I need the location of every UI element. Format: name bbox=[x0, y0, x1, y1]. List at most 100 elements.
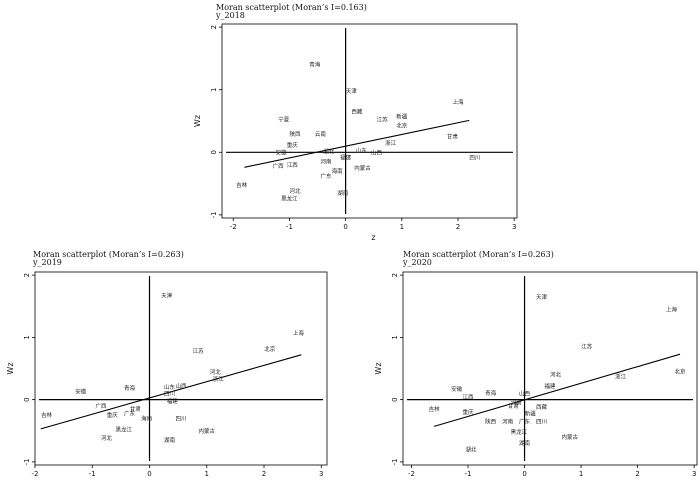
x-tick-label: 2 bbox=[456, 223, 460, 231]
point-label: 新疆 bbox=[525, 409, 537, 417]
point-label: 青海 bbox=[124, 384, 136, 392]
x-axis-label: z bbox=[371, 233, 375, 242]
point-label: 河北 bbox=[290, 187, 302, 195]
point-label: 宁夏 bbox=[278, 116, 290, 124]
point-label: 北京 bbox=[396, 121, 408, 129]
x-tick-label: 1 bbox=[205, 470, 209, 478]
x-tick-label: 1 bbox=[579, 470, 583, 478]
point-label: 西藏 bbox=[536, 403, 548, 411]
point-label: 甘肃 bbox=[508, 402, 520, 410]
point-label: 河北 bbox=[101, 434, 113, 442]
point-label: 新疆 bbox=[396, 113, 408, 121]
y-tick-label: -1 bbox=[210, 211, 218, 218]
x-tick-label: 3 bbox=[319, 470, 323, 478]
y-tick-label: 1 bbox=[210, 87, 218, 91]
point-label: 青海 bbox=[485, 389, 497, 397]
y-tick-label: -1 bbox=[391, 458, 399, 465]
point-label: 黑龙江 bbox=[115, 426, 132, 434]
x-tick-label: 1 bbox=[400, 223, 404, 231]
chart-title: Moran scatterplot (Moran’s I=0.263) bbox=[33, 250, 184, 259]
point-label: 安徽 bbox=[75, 388, 87, 396]
y-tick-label: 1 bbox=[391, 335, 399, 339]
point-label: 江苏 bbox=[193, 347, 205, 355]
point-label: 黑龙江 bbox=[511, 428, 528, 436]
point-label: 天津 bbox=[536, 294, 548, 301]
point-label: 四川 bbox=[536, 418, 547, 425]
fit-line bbox=[40, 354, 302, 430]
y-tick-label: 0 bbox=[210, 150, 218, 154]
x-tick-label: -2 bbox=[408, 470, 415, 478]
point-label: 湖南 bbox=[164, 436, 176, 444]
x-tick-label: 0 bbox=[522, 470, 526, 478]
y-tick-label: -1 bbox=[23, 458, 31, 465]
point-label: 重庆 bbox=[107, 411, 119, 419]
point-label: 甘肃 bbox=[130, 405, 142, 413]
y-axis-label: Wz bbox=[374, 362, 383, 374]
point-label: 安徽 bbox=[451, 385, 463, 393]
point-label: 福建 bbox=[340, 153, 352, 161]
chart-subtitle: y_2020 bbox=[402, 258, 432, 267]
plot-frame bbox=[402, 271, 698, 466]
x-tick-label: 3 bbox=[512, 223, 516, 231]
point-label: 陕西 bbox=[485, 417, 497, 425]
point-label: 吉林 bbox=[41, 411, 53, 419]
point-label: 海南 bbox=[332, 167, 344, 175]
point-label: 广东 bbox=[320, 172, 332, 180]
chart-title: Moran scatterplot (Moran’s I=0.263) bbox=[403, 250, 554, 259]
point-label: 山东 bbox=[164, 383, 176, 391]
point-label: 湖南 bbox=[337, 189, 349, 197]
point-label: 江苏 bbox=[581, 343, 593, 351]
point-label: 重庆 bbox=[287, 141, 299, 149]
point-label: 甘肃 bbox=[447, 133, 459, 141]
chart-subtitle: y_2019 bbox=[32, 258, 62, 267]
point-label: 重庆 bbox=[463, 408, 475, 416]
point-label: 青海 bbox=[309, 61, 321, 69]
point-label: 河北 bbox=[210, 368, 222, 376]
point-label: 浙江 bbox=[385, 139, 397, 147]
point-label: 上海 bbox=[666, 305, 678, 313]
plot-frame bbox=[221, 23, 518, 219]
point-label: 湖北 bbox=[323, 148, 335, 156]
x-tick-label: 3 bbox=[692, 470, 696, 478]
point-label: 江苏 bbox=[377, 116, 389, 124]
point-label: 山西 bbox=[371, 148, 383, 156]
fit-line bbox=[244, 119, 470, 168]
point-label: 内蒙古 bbox=[354, 164, 371, 172]
point-label: 湖北 bbox=[465, 445, 477, 453]
point-label: 江西 bbox=[287, 162, 299, 169]
point-label: 陕西 bbox=[290, 130, 302, 138]
point-label: 天津 bbox=[346, 88, 358, 95]
point-label: 四川 bbox=[164, 390, 175, 397]
x-tick-label: 2 bbox=[262, 470, 266, 478]
point-label: 山东 bbox=[356, 146, 368, 154]
y-tick-label: 0 bbox=[391, 397, 399, 401]
point-label: 内蒙古 bbox=[562, 433, 579, 441]
x-tick-label: -2 bbox=[32, 470, 39, 478]
point-label: 天津 bbox=[161, 293, 173, 300]
chart-panel-2: Moran scatterplot (Moran’s I=0.263)y_201… bbox=[6, 250, 328, 481]
x-tick-label: -2 bbox=[230, 223, 237, 231]
point-label: 北京 bbox=[675, 368, 687, 376]
fit-line bbox=[433, 353, 681, 427]
point-label: 浙江 bbox=[615, 373, 627, 381]
y-tick-label: 1 bbox=[23, 335, 31, 339]
point-label: 广东 bbox=[519, 417, 531, 425]
y-tick-label: 0 bbox=[23, 397, 31, 401]
point-label: 河南 bbox=[502, 417, 514, 425]
point-label: 黑龙江 bbox=[281, 195, 298, 203]
point-label: 福建 bbox=[544, 382, 556, 390]
point-label: 广东 bbox=[124, 409, 136, 417]
point-label: 山西 bbox=[175, 382, 187, 390]
point-label: 山西 bbox=[519, 389, 531, 397]
chart-subtitle: y_2018 bbox=[215, 11, 245, 20]
point-label: 广西 bbox=[273, 162, 285, 170]
chart-title: Moran scatterplot (Moran’s I=0.163) bbox=[216, 3, 367, 12]
point-label: 浙江 bbox=[213, 375, 225, 383]
x-tick-label: -1 bbox=[286, 223, 293, 231]
point-label: 云南 bbox=[315, 130, 327, 138]
y-axis-label: Wz bbox=[6, 362, 15, 374]
point-label: 福建 bbox=[167, 397, 179, 405]
x-tick-label: -1 bbox=[89, 470, 96, 478]
y-axis-label: Wz bbox=[193, 115, 202, 127]
